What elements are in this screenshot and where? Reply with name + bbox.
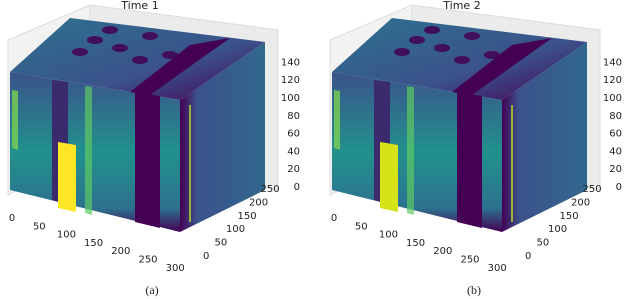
- y-tick-label: 0: [525, 251, 531, 262]
- top-blob: [72, 48, 88, 56]
- top-blob: [132, 56, 148, 64]
- z-tick-label: 140: [281, 57, 300, 68]
- x-tick-label: 150: [84, 238, 103, 249]
- top-blob: [102, 26, 118, 34]
- top-blob: [434, 44, 450, 52]
- top-blob: [112, 44, 128, 52]
- dark-band: [135, 92, 160, 228]
- y-tick-label: 250: [583, 184, 602, 195]
- bright-stripe: [85, 86, 92, 215]
- z-tick-label: 0: [616, 182, 622, 193]
- x-tick-label: 300: [488, 263, 507, 274]
- z-tick-label: 120: [281, 75, 300, 86]
- z-tick-label: 120: [603, 75, 622, 86]
- side-face: [502, 42, 587, 232]
- top-blob: [484, 51, 500, 59]
- x-tick-label: 50: [33, 221, 46, 232]
- y-tick-label: 200: [249, 197, 268, 208]
- x-tick-label: 250: [138, 255, 157, 266]
- z-tick-label: 100: [603, 93, 622, 104]
- top-blob: [464, 32, 480, 40]
- y-tick-label: 150: [560, 211, 579, 222]
- top-blob: [142, 32, 158, 40]
- y-tick-label: 150: [238, 211, 257, 222]
- y-tick-label: 50: [215, 238, 228, 249]
- z-tick-label: 80: [609, 111, 622, 122]
- z-tick-label: 20: [609, 164, 622, 175]
- y-tick-label: 0: [203, 251, 209, 262]
- dark-band: [452, 38, 552, 95]
- z-tick-label: 20: [287, 164, 300, 175]
- panel-title: Time 2: [442, 0, 480, 12]
- bright-stripe: [407, 86, 414, 215]
- z-tick-label: 40: [609, 146, 622, 157]
- x-tick-label: 200: [433, 246, 452, 257]
- x-tick-label: 250: [460, 255, 479, 266]
- top-blob: [87, 36, 103, 44]
- top-blob: [162, 51, 178, 59]
- bright-block: [380, 142, 398, 212]
- top-blob: [454, 56, 470, 64]
- z-tick-label: 100: [281, 93, 300, 104]
- x-tick-label: 200: [111, 246, 130, 257]
- caption: (b): [467, 283, 481, 297]
- z-tick-label: 140: [603, 57, 622, 68]
- x-tick-label: 0: [331, 213, 337, 224]
- z-tick-label: 80: [287, 111, 300, 122]
- top-blob: [409, 36, 425, 44]
- y-tick-label: 200: [571, 197, 590, 208]
- top-blob: [424, 26, 440, 34]
- dark-band: [457, 92, 482, 228]
- caption: (a): [145, 283, 158, 297]
- dark-band: [130, 38, 230, 95]
- z-tick-label: 60: [287, 129, 300, 140]
- x-tick-label: 300: [166, 263, 185, 274]
- panel-title: Time 1: [120, 0, 158, 12]
- y-tick-label: 50: [537, 238, 550, 249]
- z-tick-label: 0: [294, 182, 300, 193]
- x-tick-label: 50: [355, 221, 368, 232]
- bright-block: [58, 142, 76, 212]
- side-face: [180, 42, 265, 232]
- y-tick-label: 100: [548, 224, 567, 235]
- z-tick-label: 60: [609, 129, 622, 140]
- x-tick-label: 0: [9, 213, 15, 224]
- y-tick-label: 100: [226, 224, 245, 235]
- top-blob: [394, 48, 410, 56]
- y-tick-label: 250: [261, 184, 280, 195]
- x-tick-label: 150: [406, 238, 425, 249]
- x-tick-label: 100: [57, 230, 76, 241]
- x-tick-label: 100: [379, 230, 398, 241]
- bright-stripe: [12, 90, 18, 150]
- z-tick-label: 40: [287, 146, 300, 157]
- bright-stripe: [334, 90, 340, 150]
